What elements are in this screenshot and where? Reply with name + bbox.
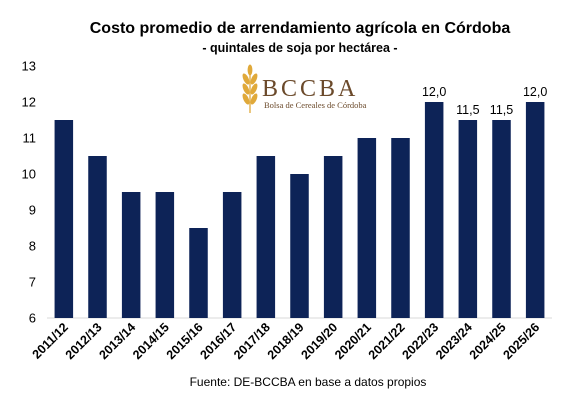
y-tick-label: 6: [29, 311, 36, 326]
bar: [155, 192, 175, 318]
y-tick-label: 7: [29, 275, 36, 290]
y-tick-label: 8: [29, 239, 36, 254]
bar: [222, 192, 242, 318]
y-tick-label: 13: [22, 59, 36, 74]
y-tick-label: 12: [22, 95, 36, 110]
bar: [357, 138, 377, 318]
bar: [458, 120, 478, 318]
x-tick-label: 2023/24: [433, 320, 475, 362]
data-label: 12,0: [422, 85, 446, 99]
x-tick-label: 2012/13: [63, 320, 105, 362]
x-tick-label: 2013/14: [96, 320, 138, 362]
x-tick-label: 2019/20: [298, 320, 340, 362]
wheat-icon: [242, 64, 258, 113]
logo-name: BCCBA: [262, 76, 358, 102]
logo-tagline: Bolsa de Cereales de Córdoba: [264, 100, 367, 110]
bar: [391, 138, 410, 318]
chart-title: Costo promedio de arrendamiento agrícola…: [90, 20, 511, 37]
x-tick-label: 2020/21: [332, 320, 374, 362]
bar: [256, 156, 276, 318]
bar: [492, 120, 511, 318]
bar: [88, 156, 107, 318]
data-label: 11,5: [490, 103, 513, 117]
bar: [525, 102, 545, 318]
x-tick-label: 2025/26: [500, 320, 542, 362]
x-tick-label: 2016/17: [197, 320, 239, 362]
data-label: 11,5: [456, 103, 479, 117]
y-tick-label: 11: [23, 131, 37, 146]
data-label: 12,0: [523, 85, 547, 99]
bar: [424, 102, 444, 318]
bar: [189, 228, 208, 318]
x-tick-label: 2024/25: [467, 320, 509, 362]
x-tick-label: 2017/18: [231, 320, 273, 362]
x-tick-label: 2015/16: [164, 320, 206, 362]
bar: [54, 120, 74, 318]
y-tick-label: 10: [22, 167, 36, 182]
x-tick-label: 2018/19: [265, 320, 307, 362]
bar: [121, 192, 141, 318]
bar: [323, 156, 343, 318]
y-tick-label: 9: [29, 203, 36, 218]
chart-source: Fuente: DE-BCCBA en base a datos propios: [190, 375, 427, 389]
logo: BCCBA Bolsa de Cereales de Córdoba: [242, 64, 367, 113]
x-tick-label: 2021/22: [366, 320, 408, 362]
chart-subtitle: - quintales de soja por hectárea -: [202, 41, 397, 55]
bar: [290, 174, 309, 318]
x-tick-label: 2022/23: [399, 320, 441, 362]
x-tick-label: 2014/15: [130, 320, 172, 362]
